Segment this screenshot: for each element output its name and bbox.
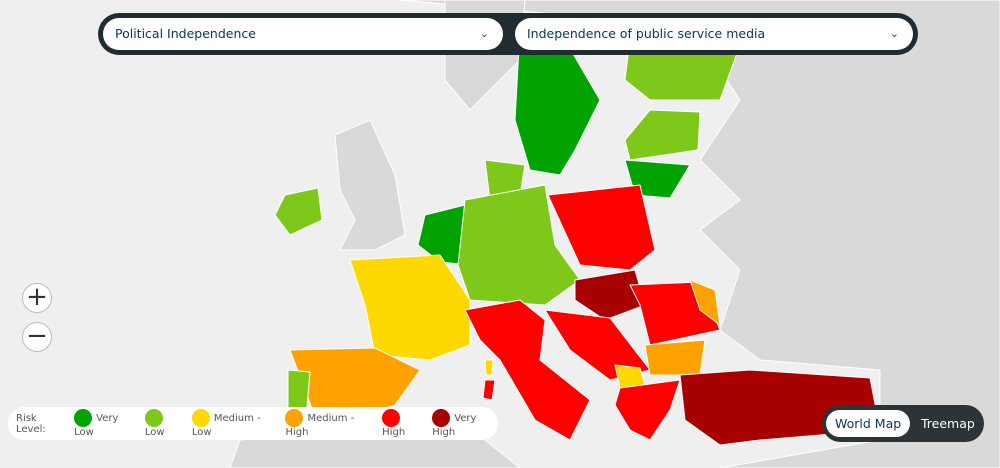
legend-item[interactable]: Very High	[432, 409, 498, 438]
region	[689, 279, 721, 327]
legend-label: Medium - High	[285, 413, 355, 438]
region	[349, 254, 471, 361]
region	[624, 109, 701, 161]
view-option[interactable]: World Map	[826, 410, 911, 437]
zoom-in[interactable]: +	[22, 283, 52, 313]
chevron: ⌄	[889, 27, 899, 40]
legend-swatch	[285, 409, 304, 427]
legend-label: Very Low	[74, 413, 119, 438]
filter-dropdown[interactable]: Political Independence ⌄	[103, 18, 503, 50]
region	[547, 184, 656, 271]
region	[614, 364, 646, 389]
region	[614, 379, 681, 441]
legend-item[interactable]: Low	[144, 409, 184, 438]
region	[274, 187, 323, 236]
region	[482, 379, 496, 401]
filter-bar: Political Independence ⌄ Independence of …	[98, 13, 918, 55]
legend-item[interactable]: Medium - Low	[191, 409, 278, 438]
filter-label: Independence of public service media	[527, 26, 766, 41]
legend-swatch	[432, 409, 451, 427]
view-toggle: World Map Treemap	[822, 405, 984, 442]
legend-title: Risk Level:	[16, 412, 46, 435]
legend-label: Low	[144, 427, 165, 438]
chevron: ⌄	[479, 27, 489, 40]
legend-label: High	[382, 427, 406, 438]
region	[417, 204, 471, 266]
region	[457, 184, 581, 306]
legend-swatch	[191, 409, 210, 427]
legend-swatch	[382, 409, 401, 427]
land	[334, 119, 406, 251]
region	[484, 359, 494, 376]
region	[574, 269, 646, 321]
legend-item[interactable]: Very Low	[74, 409, 137, 438]
region	[464, 299, 591, 441]
region	[644, 339, 706, 376]
filter-dropdown[interactable]: Independence of public service media ⌄	[515, 18, 913, 50]
legend-label: Medium - Low	[191, 413, 261, 438]
legend: Risk Level: Very Low Low Medium - Low Medium…	[8, 407, 498, 440]
filter-label: Political Independence	[115, 26, 256, 41]
zoom-out[interactable]: −	[22, 322, 52, 352]
legend-swatch	[74, 409, 93, 427]
legend-label: Very High	[432, 413, 477, 438]
view-option[interactable]: Treemap	[921, 416, 975, 431]
legend-swatch	[144, 409, 163, 427]
legend-item[interactable]: High	[382, 409, 424, 438]
legend-item[interactable]: Medium - High	[285, 409, 374, 438]
